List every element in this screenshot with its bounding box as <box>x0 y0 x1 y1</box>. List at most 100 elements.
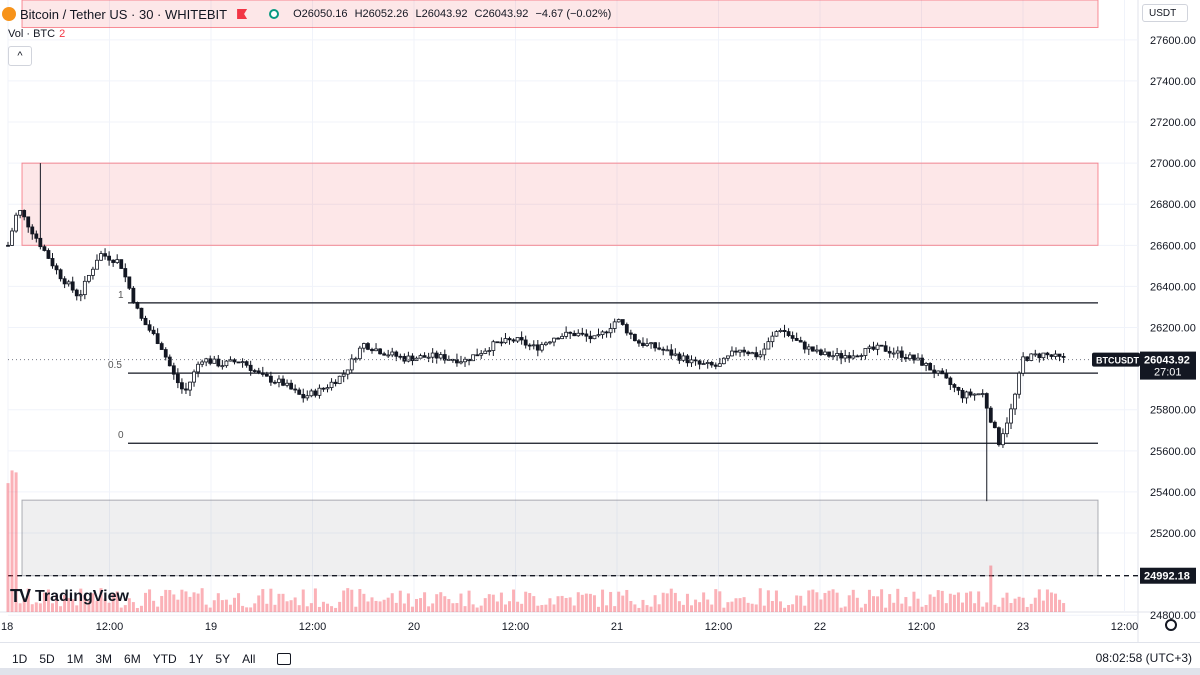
volume-bar <box>265 603 269 612</box>
clock-readout[interactable]: 08:02:58 (UTC+3) <box>1095 651 1192 665</box>
fib-level-label: 0.5 <box>108 360 122 371</box>
candle-body <box>519 337 524 341</box>
volume-bar <box>79 588 83 612</box>
y-tick-label: 25400.00 <box>1150 487 1196 499</box>
volume-bar <box>645 605 649 612</box>
range-1d[interactable]: 1D <box>12 652 28 666</box>
range-ytd[interactable]: YTD <box>152 652 177 666</box>
volume-bar <box>544 604 548 612</box>
volume-bar <box>398 590 402 612</box>
flag-icon[interactable] <box>237 9 248 19</box>
candle-body <box>78 294 83 297</box>
price-chart[interactable]: 24800.00 25200.00 25400.00 25600.00 25800.00… <box>0 0 1200 642</box>
candle-body <box>471 354 476 362</box>
volume-bar <box>851 589 855 612</box>
candle-body <box>713 364 718 367</box>
candle-body <box>366 343 370 350</box>
volume-bar <box>204 604 208 612</box>
volume-bar <box>617 591 621 612</box>
range-5d[interactable]: 5D <box>39 652 55 666</box>
volume-bar <box>665 593 669 612</box>
volume-bar <box>528 592 532 612</box>
volume-bar <box>839 607 843 612</box>
volume-bar <box>99 588 103 612</box>
volume-bar <box>855 597 859 612</box>
chevron-up-icon[interactable]: ^ <box>8 46 32 66</box>
candle-body <box>778 329 783 332</box>
range-5y[interactable]: 5Y <box>215 652 231 666</box>
range-1y[interactable]: 1Y <box>188 652 204 666</box>
volume-bar <box>532 596 536 612</box>
volume-bar <box>471 604 475 612</box>
candle-body <box>819 349 823 356</box>
volume-bar <box>1025 606 1029 612</box>
candle-body <box>649 342 653 345</box>
candle-body <box>734 350 738 353</box>
candle-body <box>103 253 107 257</box>
candle-body <box>616 319 621 323</box>
range-1m[interactable]: 1M <box>66 652 84 666</box>
volume-bar <box>649 606 653 612</box>
volume-bar <box>75 605 79 612</box>
candle-body <box>608 328 613 334</box>
candle-body <box>228 359 233 362</box>
candle-body <box>1037 353 1042 359</box>
volume-bar <box>896 588 900 612</box>
candle-body <box>697 360 702 365</box>
candle-body <box>410 355 415 362</box>
volume-bar <box>119 607 123 612</box>
candle-body <box>721 357 726 365</box>
settings-icon[interactable] <box>1165 619 1177 631</box>
volume-bar <box>1017 596 1021 612</box>
volume-bar <box>673 592 677 612</box>
calendar-icon[interactable] <box>277 653 292 665</box>
y-tick-label: 25800.00 <box>1150 405 1196 417</box>
candle-body <box>163 349 168 358</box>
candle-body <box>14 214 18 232</box>
volume-bar <box>281 593 285 612</box>
high-value: H26052.26 <box>354 8 409 20</box>
y-tick-label: 25600.00 <box>1150 446 1196 458</box>
candle-body <box>438 354 443 359</box>
volume-bar <box>386 597 390 612</box>
symbol-title[interactable]: Bitcoin / Tether US · 30 · WHITEBIT <box>20 6 228 22</box>
candle-body <box>46 250 51 259</box>
candle-body <box>38 237 43 248</box>
candle-body <box>1041 352 1046 359</box>
volume-bar <box>390 593 394 612</box>
volume-bar <box>872 596 876 612</box>
volume-bar <box>920 606 924 612</box>
candle-body <box>665 349 670 352</box>
candle-body <box>863 348 868 356</box>
volume-bar <box>406 593 410 612</box>
eye-icon[interactable] <box>269 9 280 19</box>
volume-bar <box>1049 592 1053 612</box>
volume-bar <box>50 603 54 612</box>
volume-bar <box>859 607 863 612</box>
candle-body <box>139 307 144 319</box>
candle-body <box>681 355 686 361</box>
range-6m[interactable]: 6M <box>124 652 141 666</box>
range-all[interactable]: All <box>242 652 256 666</box>
candle-body <box>329 381 334 388</box>
candle-body <box>216 358 221 367</box>
volume-bar <box>997 606 1001 612</box>
volume-bar <box>297 605 301 612</box>
range-3m[interactable]: 3M <box>95 652 113 666</box>
volume-bar <box>787 605 791 612</box>
volume-bar <box>552 604 556 612</box>
volume-bar <box>46 589 50 612</box>
last-price-label: 26043.92 <box>1144 355 1190 367</box>
candle-body <box>184 388 188 391</box>
symbol-tag-label: BTCUSDT <box>1096 356 1139 366</box>
currency-button[interactable]: USDT <box>1142 4 1188 22</box>
volume-bar <box>103 598 107 612</box>
dashed-level-tag <box>1140 567 1196 584</box>
candle-body <box>188 381 192 391</box>
candle-body <box>341 373 346 377</box>
volume-bar <box>6 483 10 612</box>
volume-bar <box>354 606 358 612</box>
candle-body <box>248 364 253 371</box>
volume-bar <box>83 595 87 612</box>
candle-body <box>1017 372 1022 395</box>
